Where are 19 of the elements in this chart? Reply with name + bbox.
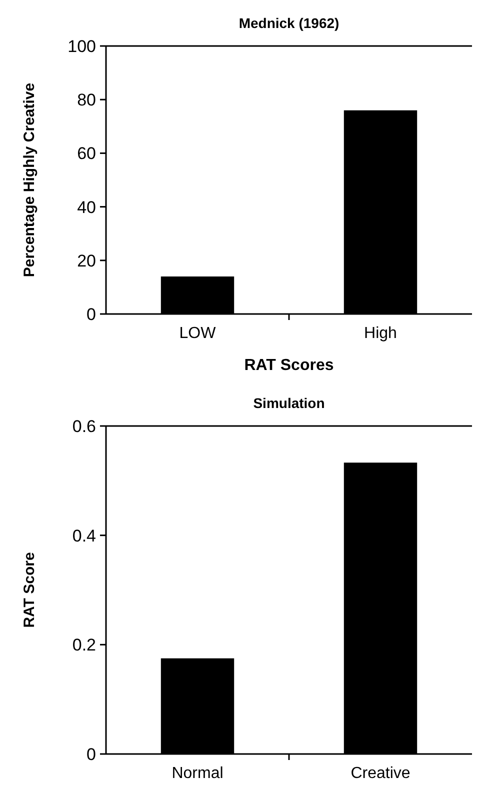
y-tick-label: 0.6 bbox=[72, 416, 96, 436]
y-tick-label: 0.4 bbox=[72, 526, 96, 546]
y-tick-label: 0.2 bbox=[72, 636, 96, 655]
y-axis-title: Percentage Highly Creative bbox=[21, 82, 38, 278]
x-tick-label: Creative bbox=[350, 765, 410, 782]
y-tick-label: 80 bbox=[77, 90, 96, 110]
y-tick-label: 0 bbox=[86, 744, 96, 764]
y-tick-label: 0 bbox=[86, 304, 96, 324]
y-tick-label: 40 bbox=[77, 198, 96, 217]
y-axis-title: RAT Score bbox=[21, 552, 38, 628]
chart-title: Mednick (1962) bbox=[238, 15, 340, 31]
y-tick-label: 100 bbox=[68, 36, 96, 56]
x-axis-title: RAT Scores bbox=[244, 357, 334, 374]
x-tick-label: Normal bbox=[172, 765, 224, 782]
y-tick-label: 20 bbox=[77, 251, 96, 270]
x-tick-label: High bbox=[364, 325, 397, 342]
chart-title: Simulation bbox=[253, 395, 325, 411]
x-tick-label: LOW bbox=[179, 325, 217, 342]
y-tick-label: 60 bbox=[77, 144, 96, 164]
